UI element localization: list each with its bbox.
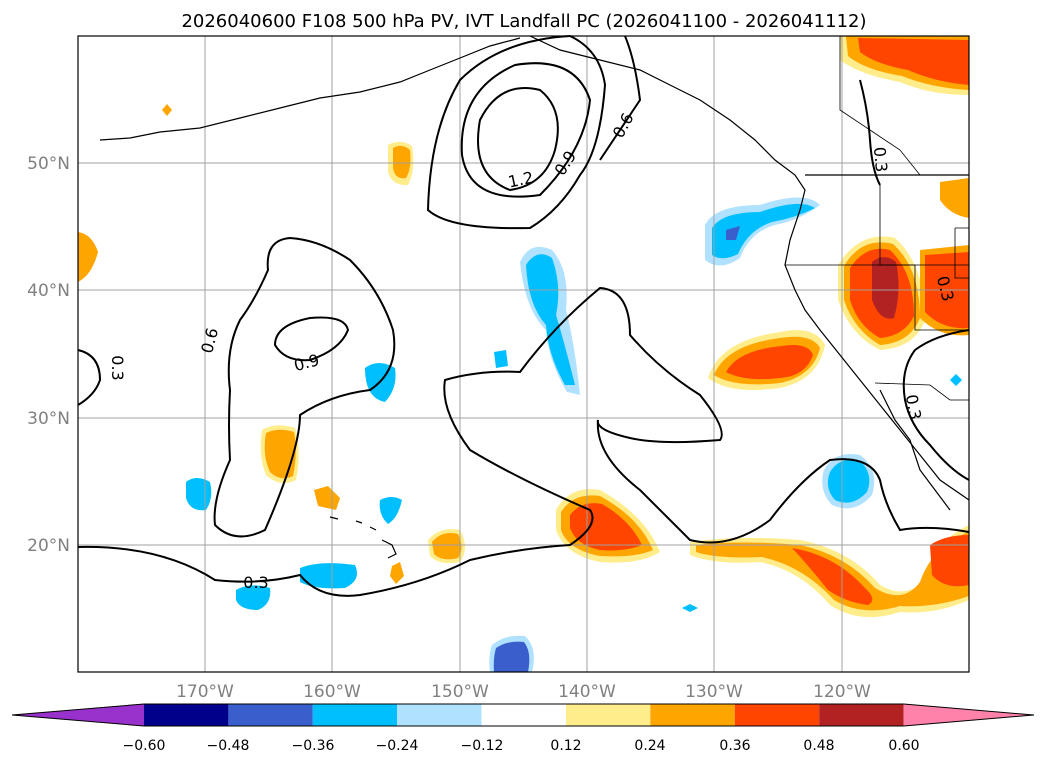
contour-label-0-3-subtropical: 0.3 bbox=[243, 573, 268, 592]
state-border-3 bbox=[954, 227, 969, 279]
lon-label-140w: 140°W bbox=[558, 682, 616, 702]
neg-anomaly-small bbox=[494, 350, 508, 368]
colorbar-tick-label: −0.48 bbox=[207, 738, 250, 754]
lon-label-160w: 160°W bbox=[303, 682, 361, 702]
colorbar-segment bbox=[312, 704, 398, 726]
pos-anomaly-gulf-core bbox=[393, 145, 411, 179]
map-frame bbox=[77, 35, 970, 673]
hawaii-islands bbox=[329, 516, 397, 559]
lat-label-30n: 30°N bbox=[27, 409, 70, 429]
colorbar-tick-label: 0.60 bbox=[888, 738, 919, 754]
colorbar-segment bbox=[650, 704, 735, 726]
colorbar-tick-label: −0.12 bbox=[461, 738, 504, 754]
pos-anomaly-offshore-core bbox=[726, 345, 813, 380]
neg-anomaly-nw-coast-core bbox=[712, 203, 815, 259]
lon-label-150w: 150°W bbox=[431, 682, 489, 702]
colorbar-tick-label: 0.48 bbox=[803, 738, 834, 754]
pv-contour-0-3-east bbox=[902, 329, 970, 481]
neg-anomaly-baja-core bbox=[827, 459, 870, 503]
alaska-coast bbox=[529, 35, 970, 501]
pos-anomaly-alaska-east-core bbox=[858, 38, 969, 85]
lat-label-50n: 50°N bbox=[27, 154, 70, 174]
pv-contour-0-9-west bbox=[273, 316, 350, 362]
colorbar-tick-label: −0.36 bbox=[292, 738, 335, 754]
pos-anomaly-southeast-core bbox=[792, 548, 873, 605]
pos-anomaly-east-edge bbox=[940, 178, 969, 218]
neg-anomaly-tiny-south bbox=[682, 604, 698, 612]
pv-contour-0-3-northeast bbox=[859, 79, 881, 186]
pos-anomaly-hawaii-north-core bbox=[264, 429, 296, 479]
colorbar-segments bbox=[11, 703, 1035, 727]
pv-contour-0-3-west bbox=[77, 349, 102, 406]
colorbar-tick-label: −0.24 bbox=[376, 738, 419, 754]
lat-label-40n: 40°N bbox=[27, 281, 70, 301]
colorbar-segment bbox=[12, 704, 144, 726]
neg-anomaly-south-core bbox=[493, 641, 530, 672]
pos-anomaly-small-3 bbox=[162, 104, 172, 116]
colorbar-tick-label: 0.36 bbox=[719, 738, 750, 754]
lon-label-130w: 130°W bbox=[685, 682, 743, 702]
neg-anomaly-nw-coast-deep bbox=[726, 226, 740, 240]
mexico-border bbox=[874, 382, 969, 401]
baja-coast bbox=[879, 389, 951, 511]
map-panel: 1.2 0.9 0.6 0.3 0.6 0.9 0.3 0.3 0.3 0.3 bbox=[77, 34, 970, 673]
pv-contour-0-6-north bbox=[426, 34, 607, 230]
latitude-labels: 50°N 40°N 30°N 20°N bbox=[27, 154, 70, 556]
neg-anomaly-central-pacific-core bbox=[526, 254, 575, 385]
neg-anomaly-hawaii-west bbox=[300, 563, 358, 589]
lat-label-20n: 20°N bbox=[27, 536, 70, 556]
neg-anomaly-tiny-east bbox=[950, 374, 962, 386]
contour-label-0-3-west: 0.3 bbox=[108, 355, 127, 380]
colorbar: −0.60 −0.48 −0.36 −0.24 −0.12 0.12 0.24 … bbox=[11, 703, 1035, 754]
colorbar-tick-labels: −0.60 −0.48 −0.36 −0.24 −0.12 0.12 0.24 … bbox=[123, 738, 920, 754]
pv-contour-1-2 bbox=[477, 87, 559, 192]
colorbar-tick-label: 0.24 bbox=[634, 738, 665, 754]
colorbar-segment bbox=[397, 704, 482, 726]
colorbar-segment bbox=[903, 704, 1034, 726]
colorbar-segment bbox=[481, 704, 566, 726]
colorbar-segment bbox=[566, 704, 651, 726]
contour-label-0-3-northeast: 0.3 bbox=[870, 146, 891, 173]
colorbar-segment bbox=[144, 704, 229, 726]
pos-anomaly-southeast-east-core bbox=[930, 535, 969, 587]
colorbar-segment bbox=[228, 704, 313, 726]
lon-label-170w: 170°W bbox=[176, 682, 234, 702]
colorbar-segment bbox=[819, 704, 904, 726]
lon-label-120w: 120°W bbox=[813, 682, 871, 702]
map-title: 2026040600 F108 500 hPa PV, IVT Landfall… bbox=[181, 11, 866, 32]
colorbar-outline bbox=[11, 703, 1035, 727]
colorbar-tick-label: −0.60 bbox=[123, 738, 166, 754]
pv-contour-0-6-northeast bbox=[599, 35, 642, 161]
pv-contour-0-3-subtropical bbox=[77, 286, 970, 597]
pv-contour-0-9-north bbox=[460, 62, 592, 198]
pos-anomaly-subtropical-core bbox=[570, 503, 642, 551]
colorbar-tick-label: 0.12 bbox=[550, 738, 581, 754]
state-border-2 bbox=[879, 185, 969, 331]
pos-anomaly-small-1 bbox=[314, 486, 340, 510]
longitude-labels: 170°W 160°W 150°W 140°W 130°W 120°W bbox=[176, 682, 871, 702]
pos-anomaly-west-edge bbox=[78, 232, 98, 282]
pos-anomaly-hawaii-south-core bbox=[432, 533, 462, 560]
pos-anomaly-california-max bbox=[872, 257, 899, 319]
colorbar-segment bbox=[734, 704, 820, 726]
pv-contours bbox=[77, 34, 970, 597]
neg-anomaly-hawaii bbox=[379, 497, 402, 524]
pv-contour-0-6-west bbox=[213, 236, 396, 538]
aleutian-coast bbox=[99, 37, 521, 141]
contour-label-1-2: 1.2 bbox=[506, 168, 535, 192]
pos-anomaly-small-2 bbox=[390, 562, 404, 584]
coastlines bbox=[99, 35, 970, 559]
contour-label-0-3-east-lower: 0.3 bbox=[902, 393, 925, 421]
neg-anomaly-southwest bbox=[236, 585, 271, 610]
graticule bbox=[78, 36, 969, 672]
